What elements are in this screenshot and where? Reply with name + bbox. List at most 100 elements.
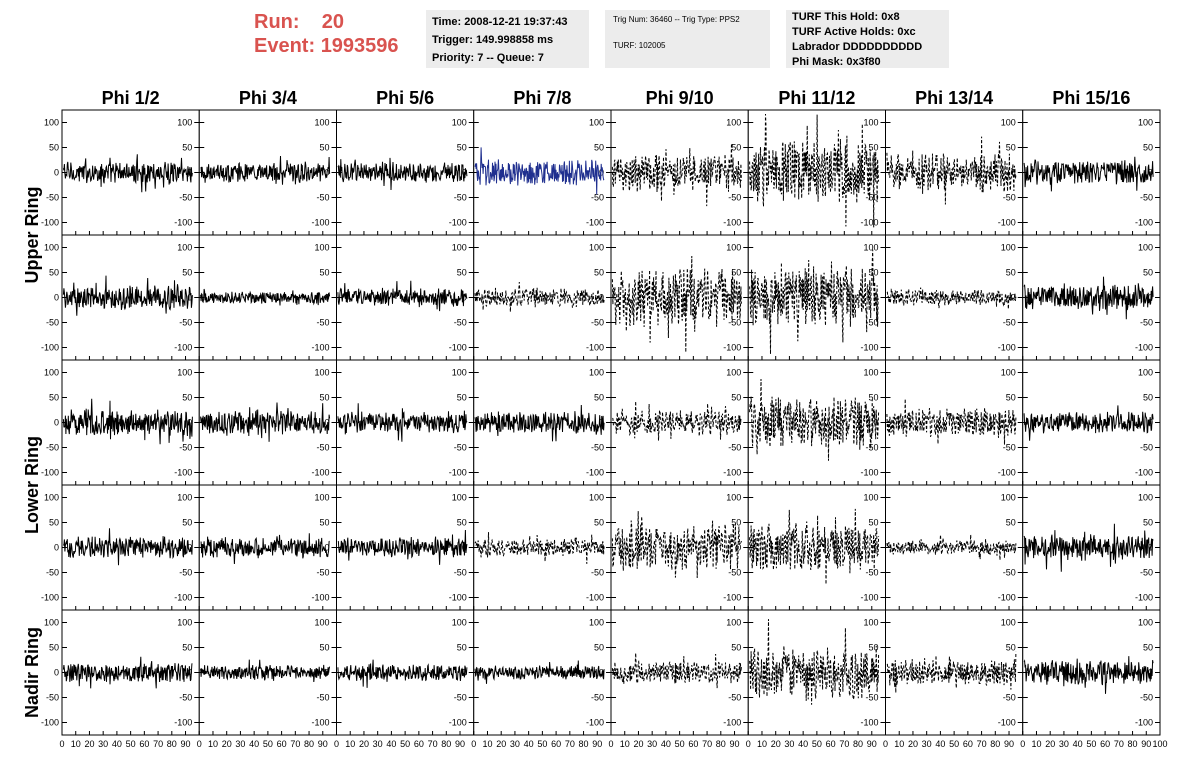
waveform-trace [62, 528, 193, 566]
y-tick-label: -100 [586, 343, 604, 353]
column-header: Phi 13/14 [915, 88, 993, 108]
y-tick-label: -100 [449, 218, 467, 228]
y-tick-label: -100 [311, 218, 329, 228]
y-tick-label: -50 [316, 568, 329, 578]
y-tick-label: 100 [452, 243, 467, 253]
x-tick-label: 10 [71, 739, 81, 749]
y-tick-label: 100 [452, 368, 467, 378]
x-tick-label: 0 [1020, 739, 1025, 749]
y-tick-label: 50 [731, 268, 741, 278]
turf-this-hold-text: TURF This Hold: 0x8 [792, 11, 900, 23]
y-tick-label: 0 [1011, 418, 1016, 428]
waveform-trace [200, 659, 331, 683]
priority-text: Priority: 7 -- Queue: 7 [432, 52, 544, 64]
column-header: Phi 5/6 [376, 88, 434, 108]
y-tick-label: -50 [591, 443, 604, 453]
y-tick-label: 100 [44, 368, 59, 378]
waveform-trace [62, 656, 193, 689]
y-tick-label: 100 [314, 493, 329, 503]
y-tick-label: 100 [1001, 493, 1016, 503]
y-tick-label: -100 [1135, 718, 1153, 728]
waveform-trace [337, 280, 468, 312]
y-tick-label: 100 [177, 118, 192, 128]
y-tick-label: -50 [46, 318, 59, 328]
time-info-box: Time: 2008-12-21 19:37:43 Trigger: 149.9… [426, 10, 589, 68]
y-tick-label: -100 [723, 468, 741, 478]
y-tick-label: 50 [182, 268, 192, 278]
y-tick-label: 0 [187, 543, 192, 553]
x-tick-label: 60 [414, 739, 424, 749]
x-tick-label: 30 [235, 739, 245, 749]
y-tick-label: -100 [998, 718, 1016, 728]
waveform-trace [611, 255, 742, 353]
x-tick-label: 90 [455, 739, 465, 749]
waveform-trace [886, 651, 1017, 693]
x-tick-label: 30 [784, 739, 794, 749]
y-tick-label: 50 [182, 143, 192, 153]
y-tick-label: -100 [860, 468, 878, 478]
y-tick-label: -50 [454, 443, 467, 453]
phi-mask-text: Phi Mask: 0x3f80 [792, 56, 881, 68]
x-tick-label: 10 [894, 739, 904, 749]
event-value: 1993596 [320, 35, 399, 57]
time-text: Time: 2008-12-21 19:37:43 [432, 16, 568, 28]
x-tick-label: 0 [334, 739, 339, 749]
y-tick-label: 100 [452, 118, 467, 128]
y-tick-label: 50 [731, 143, 741, 153]
waveform-trace [612, 401, 742, 441]
x-tick-label: 50 [400, 739, 410, 749]
y-tick-label: 50 [1006, 268, 1016, 278]
y-tick-label: -50 [865, 568, 878, 578]
x-tick-label: 90 [592, 739, 602, 749]
y-tick-label: 50 [594, 143, 604, 153]
y-tick-label: 50 [1143, 143, 1153, 153]
y-tick-label: 100 [863, 118, 878, 128]
x-tick-label: 30 [922, 739, 932, 749]
y-tick-label: -50 [728, 193, 741, 203]
y-tick-label: -100 [449, 593, 467, 603]
y-tick-label: 50 [868, 518, 878, 528]
y-tick-label: -100 [311, 468, 329, 478]
y-tick-label: -50 [865, 443, 878, 453]
y-tick-label: 50 [868, 143, 878, 153]
y-tick-label: -100 [998, 343, 1016, 353]
x-tick-label: 40 [798, 739, 808, 749]
y-tick-label: 100 [44, 118, 59, 128]
y-tick-label: -50 [46, 693, 59, 703]
waveform-trace [62, 398, 193, 445]
x-tick-label: 60 [963, 739, 973, 749]
y-tick-label: 100 [177, 368, 192, 378]
x-tick-label: 40 [1073, 739, 1083, 749]
x-tick-label: 70 [702, 739, 712, 749]
y-tick-label: 50 [319, 143, 329, 153]
y-tick-label: 50 [731, 643, 741, 653]
y-tick-label: -100 [311, 718, 329, 728]
y-tick-label: 0 [187, 293, 192, 303]
y-tick-label: 50 [457, 393, 467, 403]
x-tick-label: 10 [1031, 739, 1041, 749]
y-tick-label: 100 [589, 493, 604, 503]
x-tick-label: 60 [688, 739, 698, 749]
y-tick-label: -50 [454, 693, 467, 703]
y-tick-label: 0 [1011, 168, 1016, 178]
x-tick-label: 60 [826, 739, 836, 749]
y-tick-label: -50 [454, 568, 467, 578]
y-tick-label: -50 [1003, 443, 1016, 453]
panel-frame [747, 234, 886, 361]
x-tick-label: 80 [716, 739, 726, 749]
x-tick-label: 30 [373, 739, 383, 749]
x-tick-label: 80 [1128, 739, 1138, 749]
y-tick-label: -50 [1140, 443, 1153, 453]
y-tick-label: 100 [1001, 118, 1016, 128]
x-tick-label: 30 [98, 739, 108, 749]
y-tick-label: 100 [863, 368, 878, 378]
y-tick-label: -50 [1003, 318, 1016, 328]
x-tick-label: 70 [428, 739, 438, 749]
y-tick-label: -100 [1135, 593, 1153, 603]
turf-active-holds-text: TURF Active Holds: 0xc [792, 26, 916, 38]
y-tick-label: -50 [1003, 693, 1016, 703]
y-tick-label: -100 [41, 718, 59, 728]
y-tick-label: -50 [46, 193, 59, 203]
y-tick-label: -100 [41, 468, 59, 478]
x-tick-label: 70 [1114, 739, 1124, 749]
